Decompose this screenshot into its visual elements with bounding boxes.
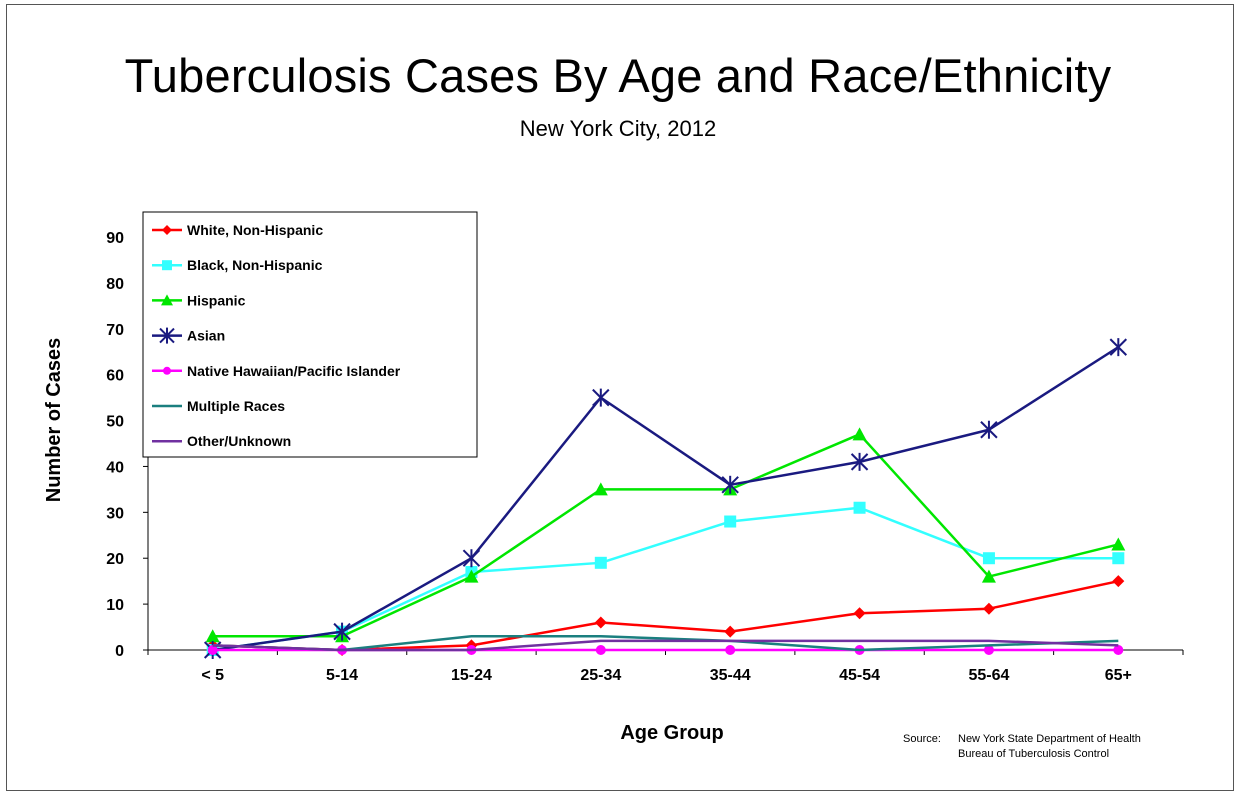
data-point [595, 645, 606, 655]
legend-label: Multiple Races [187, 398, 285, 414]
data-point [1109, 338, 1128, 357]
series-line [212, 506, 1119, 652]
data-point [981, 569, 996, 583]
chart-subtitle: New York City, 2012 [519, 116, 717, 141]
data-point [982, 552, 995, 565]
data-point [207, 645, 218, 655]
y-tick-label: 80 [106, 276, 124, 293]
legend-marker [159, 327, 175, 344]
legend-marker [163, 366, 171, 375]
source-line-2: Bureau of Tuberculosis Control [958, 748, 1110, 760]
data-point [1112, 552, 1125, 565]
y-tick-label: 0 [115, 643, 124, 660]
data-point [983, 645, 994, 655]
y-tick-label: 60 [106, 368, 124, 385]
source-line-1: New York State Department of Health [958, 733, 1141, 745]
x-tick-label: 5-14 [326, 667, 358, 684]
y-tick-label: 90 [106, 230, 124, 247]
data-point [1113, 645, 1124, 655]
series-5 [212, 634, 1119, 652]
x-tick-label: 65+ [1105, 667, 1132, 684]
data-point [980, 420, 998, 439]
series-line [212, 639, 1119, 652]
chart-title: Tuberculosis Cases By Age and Race/Ethni… [124, 49, 1112, 102]
x-tick-label: 45-54 [839, 667, 880, 684]
y-tick-label: 50 [106, 414, 124, 431]
series-0 [206, 575, 1125, 656]
x-tick-label: 25-34 [580, 667, 621, 684]
x-tick-label: 35-44 [710, 667, 751, 684]
data-point [464, 569, 479, 583]
legend-label: Hispanic [187, 292, 246, 308]
data-point [853, 607, 866, 620]
legend-label: Native Hawaiian/Pacific Islander [187, 363, 401, 379]
y-tick-label: 30 [106, 505, 124, 522]
source-note: Source: New York State Department of Heal… [903, 732, 1141, 762]
series-line [212, 346, 1119, 652]
y-tick-label: 70 [106, 322, 124, 339]
data-point [594, 616, 607, 629]
source-label: Source: [903, 733, 941, 745]
data-point [852, 427, 867, 441]
legend-label: Black, Non-Hispanic [187, 257, 323, 273]
x-axis-title: Age Group [620, 722, 723, 744]
data-point [721, 475, 739, 494]
data-point [724, 515, 737, 528]
legend: White, Non-Hispanic Black, Non-Hispanic Hi… [142, 211, 478, 458]
x-tick-label: 55-64 [968, 667, 1009, 684]
data-point [1111, 537, 1126, 551]
data-point [982, 602, 995, 615]
y-tick-label: 10 [106, 597, 124, 614]
series-line [212, 634, 1119, 652]
data-point [594, 556, 607, 569]
data-point [333, 622, 351, 641]
legend-marker [162, 225, 172, 235]
legend-marker [162, 260, 172, 271]
legend-label: Asian [187, 328, 225, 344]
y-axis-title: Number of Cases [43, 338, 65, 503]
data-point [725, 645, 736, 655]
legend-label: White, Non-Hispanic [187, 222, 323, 238]
legend-box [142, 211, 478, 458]
data-point [1112, 575, 1125, 588]
y-tick-label: 20 [106, 551, 124, 568]
data-point [205, 629, 220, 643]
series-line [212, 433, 1119, 638]
legend-label: Other/Unknown [187, 433, 291, 449]
data-point [853, 501, 866, 514]
data-point [724, 625, 737, 638]
data-point [592, 388, 610, 407]
x-tick-label: 15-24 [451, 667, 492, 684]
series-6 [212, 639, 1119, 652]
data-point [462, 549, 481, 568]
series-2 [205, 427, 1126, 643]
y-tick-label: 40 [106, 459, 124, 476]
data-point [593, 482, 608, 496]
legend-marker [161, 294, 173, 306]
data-point [850, 452, 869, 471]
x-tick-label: < 5 [201, 667, 224, 684]
series-3 [203, 338, 1128, 659]
